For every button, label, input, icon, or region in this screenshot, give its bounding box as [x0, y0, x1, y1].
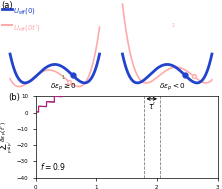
Text: 3: 3 [209, 0, 212, 1]
Y-axis label: $\sum_{p\leq p^{\prime}}\delta\epsilon_p(t^{\prime\prime})$: $\sum_{p\leq p^{\prime}}\delta\epsilon_p… [0, 121, 15, 153]
Text: $\tau'$: $\tau'$ [148, 100, 156, 111]
Text: $\delta\epsilon_p < 0$: $\delta\epsilon_p < 0$ [159, 82, 185, 93]
Text: $\delta\epsilon_p \geq 0$: $\delta\epsilon_p \geq 0$ [50, 82, 77, 93]
Text: $f=0.9$: $f=0.9$ [40, 160, 65, 172]
Text: (a): (a) [1, 1, 13, 10]
Text: $U_{\rm eff}(\delta t^{\prime})$: $U_{\rm eff}(\delta t^{\prime})$ [13, 22, 41, 33]
Text: $U_{\rm eff}(0)$: $U_{\rm eff}(0)$ [13, 6, 36, 16]
Text: 2: 2 [172, 22, 175, 28]
Text: (b): (b) [8, 93, 20, 102]
Text: 1: 1 [61, 75, 64, 80]
